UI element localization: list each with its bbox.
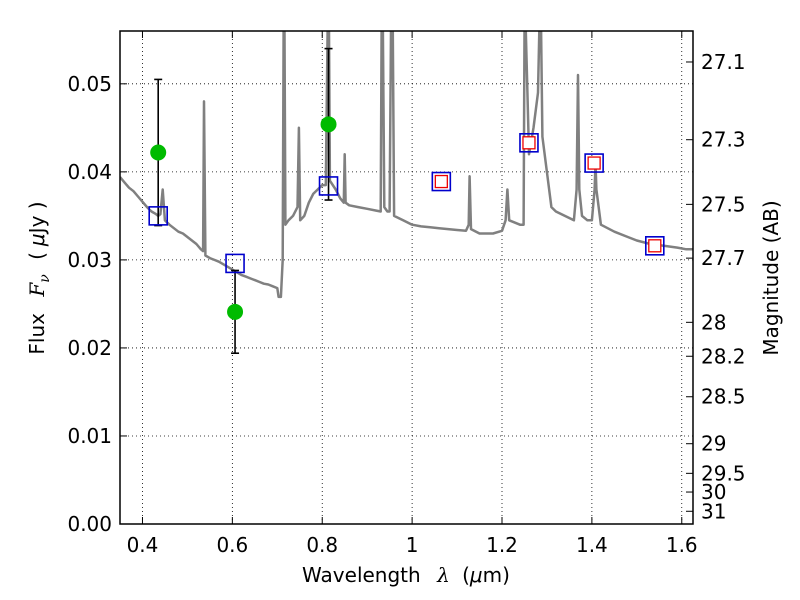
right-tick-label: 28: [701, 310, 726, 334]
right-tick-label: 27.1: [701, 50, 746, 74]
y-axis-right-label: Magnitude (AB): [759, 200, 783, 355]
observed-flux-point: [150, 144, 167, 161]
model-flux-square: [225, 253, 245, 274]
ir-upper-limit-square: [522, 136, 536, 150]
y-tick-label: 0.04: [67, 160, 112, 184]
right-tick-label: 28.5: [701, 385, 746, 409]
x-axis-label-unit-rest: m): [483, 563, 510, 587]
x-tick-label: 0.4: [127, 533, 159, 557]
y-axis-left-label-text: Flux: [25, 313, 49, 355]
y-tick-label: 0.05: [67, 72, 112, 96]
right-tick-label: 30: [701, 480, 726, 504]
x-tick-label: 0.8: [306, 533, 338, 557]
y-axis-left-label-unit-mu: μ: [25, 233, 49, 247]
model-flux-square: [644, 236, 665, 256]
x-tick-label: 1.4: [576, 533, 608, 557]
x-tick-label: 0.6: [216, 533, 248, 557]
x-tick-label: 1: [406, 533, 419, 557]
observed-flux-point: [320, 116, 337, 133]
ir-upper-limit-square: [587, 156, 601, 170]
model-flux-square: [148, 206, 168, 226]
x-tick-label: 1.2: [486, 533, 518, 557]
x-axis-label: Wavelength λ (μm): [302, 563, 510, 587]
y-tick-label: 0.02: [67, 336, 112, 360]
spectrum-line: [120, 31, 693, 299]
x-axis-label-text: Wavelength: [302, 563, 421, 587]
y-axis-left: 0.00 0.01 0.02 0.03 0.04 0.05: [67, 72, 127, 536]
right-tick-label: 27.7: [701, 246, 746, 270]
ir-upper-limit-square: [648, 239, 662, 253]
observed-flux-point: [227, 303, 244, 320]
y-axis-left-label-unit-open: (: [25, 252, 49, 260]
y-axis-left-label: Flux Fν ( μJy ): [25, 201, 54, 354]
right-tick-label: 29.5: [701, 461, 746, 485]
right-tick-label: 27.3: [701, 128, 746, 152]
plot-area: [120, 31, 693, 355]
y-tick-label: 0.01: [67, 424, 112, 448]
right-tick-label: 29: [701, 432, 726, 456]
y-axis-left-label-symbol: F: [25, 282, 49, 298]
model-flux-square: [318, 176, 339, 196]
model-flux-square: [584, 153, 604, 173]
x-axis-label-unit-open: (: [462, 563, 470, 587]
y-axis-left-label-unit-rest: Jy ): [25, 201, 49, 235]
model-flux-square: [519, 133, 539, 153]
x-tick-label: 1.6: [666, 533, 698, 557]
right-tick-label: 27.5: [701, 192, 746, 216]
x-axis-label-symbol: λ: [436, 563, 450, 587]
ir-upper-limit-square: [434, 174, 448, 189]
x-axis: 0.4 0.6 0.8 1 1.2 1.4 1.6: [127, 31, 698, 557]
y-tick-label: 0.03: [67, 248, 112, 272]
model-flux-square: [431, 171, 452, 192]
right-tick-label: 28.2: [701, 344, 746, 368]
x-axis-label-unit-mu: μ: [469, 563, 483, 587]
grid-lines: [120, 31, 693, 525]
plot-frame: [119, 30, 694, 525]
right-tick-label: 31: [701, 499, 726, 523]
y-tick-label: 0.00: [67, 512, 112, 536]
y-axis-left-label-subscript: ν: [37, 274, 53, 283]
